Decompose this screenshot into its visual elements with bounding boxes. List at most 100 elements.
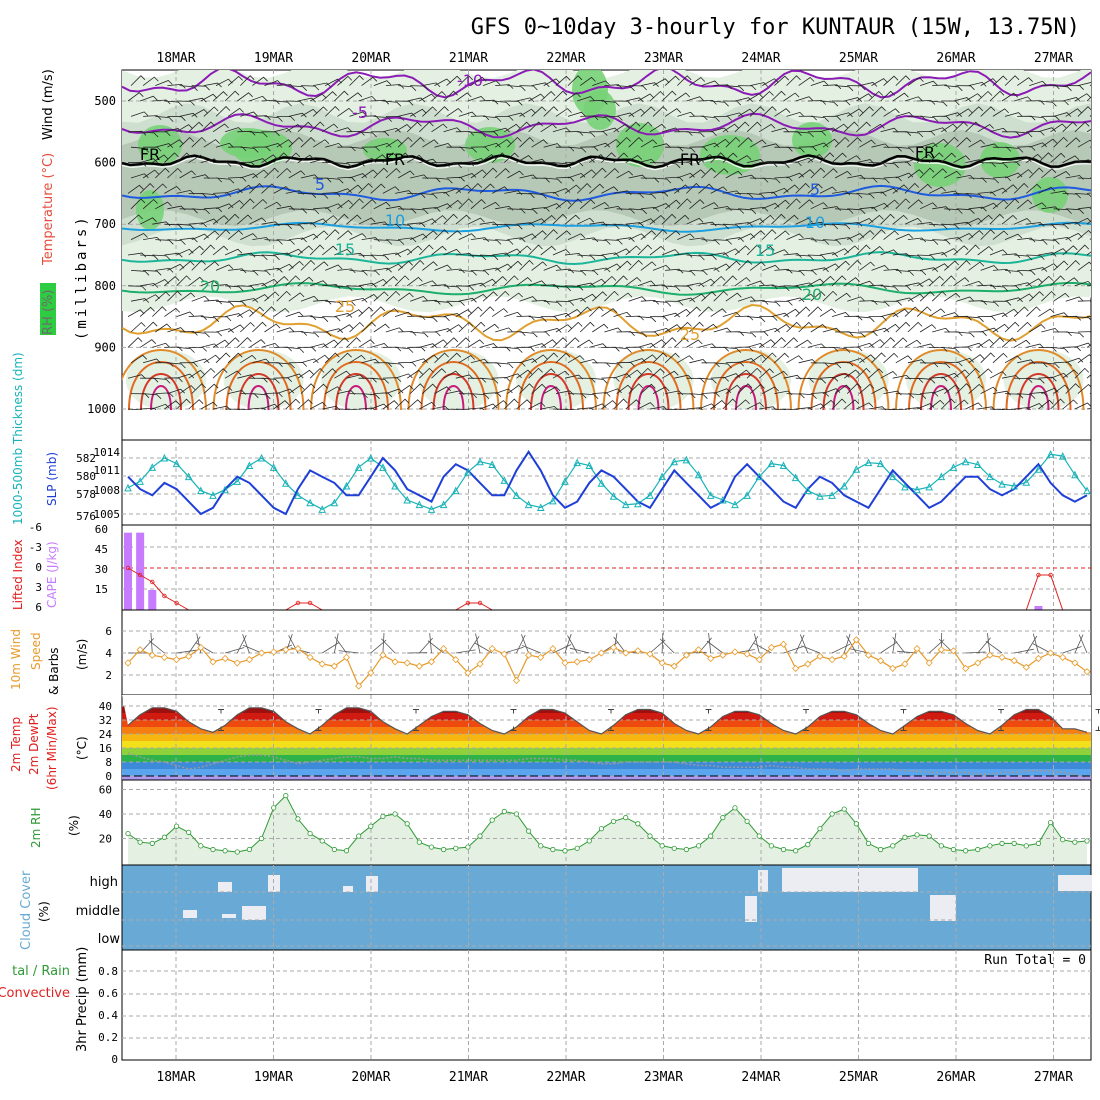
upper-wind-barb [470, 293, 488, 302]
wind10-marker [852, 636, 860, 644]
upper-wind-barb [662, 312, 680, 318]
upper-wind-barb [613, 123, 630, 133]
upper-wind-barb [1038, 275, 1054, 287]
upper-wind-barb [394, 373, 413, 379]
upper-wind-barb [1016, 293, 1034, 302]
wind10-barb [1014, 648, 1034, 654]
wind10-marker [1059, 653, 1067, 661]
rh2m-marker [598, 826, 605, 832]
upper-wind-barb [273, 186, 291, 194]
upper-wind-barb [540, 316, 559, 321]
upper-wind-barb [807, 278, 825, 287]
wind10-marker [185, 652, 193, 660]
rh2m-marker [950, 846, 957, 853]
upper-wind-barb [519, 259, 534, 271]
upper-wind-barb [725, 170, 743, 179]
thickness-marker [209, 491, 217, 499]
upper-wind-barb [361, 270, 380, 276]
upper-wind-barb [200, 93, 218, 102]
upper-wind-barb [382, 400, 399, 410]
upper-wind-barb [482, 80, 501, 86]
upper-wind-barb [834, 112, 853, 118]
upper-wind-barb [846, 137, 862, 148]
upper-wind-barb [543, 177, 562, 184]
upper-wind-barb [504, 223, 523, 230]
upper-wind-barb [240, 354, 257, 364]
upper-wind-barb [252, 321, 267, 333]
upper-wind-barb [664, 75, 680, 86]
upper-wind-barb [831, 312, 850, 317]
upper-wind-barb [467, 96, 486, 102]
upper-wind-barb [919, 80, 938, 86]
wind-axis-label: Wind (m/s) [41, 69, 56, 140]
upper-wind-barb [300, 85, 320, 91]
precip-tick: 0.2 [98, 1031, 118, 1044]
temp-min-marker [803, 726, 809, 731]
upper-wind-barb [373, 323, 390, 333]
thickness-marker [415, 500, 424, 509]
upper-wind-barb [564, 285, 584, 291]
upper-wind-barb [904, 282, 923, 288]
upper-wind-barb [276, 167, 292, 179]
rh2m-marker [307, 830, 313, 837]
upper-wind-barb [155, 323, 172, 333]
upper-wind-barb [373, 116, 392, 122]
upper-wind-barb [1004, 355, 1022, 364]
upper-wind-barb [1077, 261, 1091, 271]
upper-wind-barb [337, 268, 356, 274]
temp-axis-label: Temperature (°C) [41, 153, 56, 266]
upper-wind-barb [321, 215, 338, 225]
upper-wind-barb [337, 107, 354, 117]
upper-wind-barb [807, 377, 827, 384]
upper-wind-barb [580, 270, 599, 276]
upper-wind-barb [240, 173, 258, 179]
wind10-barb [1062, 646, 1082, 654]
upper-wind-barb [1086, 220, 1091, 225]
wind10-marker [342, 653, 351, 661]
cloud-frame [121, 864, 1092, 951]
upper-wind-barb [237, 130, 256, 136]
upper-wind-barb [419, 280, 437, 287]
upper-wind-barb [1038, 252, 1057, 257]
upper-wind-barb [1016, 77, 1033, 86]
upper-wind-barb [616, 170, 634, 179]
upper-wind-barb [919, 202, 937, 210]
contour-surface-lobe [530, 373, 572, 410]
upper-wind-barb [1074, 402, 1091, 410]
upper-axis-titles: RH (%) Temperature (°C) Wind (m/s) (mill… [40, 69, 90, 340]
wind10-marker [585, 656, 593, 664]
wind10-marker [233, 659, 241, 667]
upper-wind-barb [953, 399, 969, 410]
upper-wind-barb [310, 316, 329, 323]
upper-wind-barb [528, 316, 547, 323]
upper-wind-barb [749, 230, 766, 240]
upper-wind-barb [1077, 229, 1091, 240]
upper-wind-barb [1004, 75, 1020, 86]
upper-wind-barb [831, 123, 849, 133]
contour-surface-lobe [540, 385, 562, 410]
upper-wind-barb [382, 100, 402, 107]
upper-wind-barb [843, 277, 860, 287]
upper-wind-barb [577, 254, 596, 261]
upper-wind-barb [786, 75, 801, 86]
upper-wind-barb [734, 277, 751, 287]
upper-wind-barb [358, 217, 376, 225]
thickness-marker [621, 500, 630, 509]
upper-wind-barb [904, 96, 923, 102]
upper-wind-barb [701, 267, 720, 273]
wind10-marker [962, 664, 970, 672]
temp-max-marker [900, 709, 907, 714]
upper-wind-barb [249, 217, 267, 225]
upper-wind-barb [725, 237, 744, 242]
wind10-marker [1022, 663, 1030, 671]
upper-wind-barb [989, 249, 1008, 256]
upper-wind-barb [601, 127, 620, 133]
upper-wind-barb [394, 152, 410, 163]
temp-max-marker [705, 709, 712, 714]
upper-wind-barb [321, 368, 337, 379]
upper-wind-barb [334, 313, 353, 318]
upper-wind-barb [143, 393, 162, 400]
upper-wind-barb [431, 368, 447, 379]
upper-wind-barb [564, 308, 582, 317]
upper-wind-barb [300, 295, 319, 302]
